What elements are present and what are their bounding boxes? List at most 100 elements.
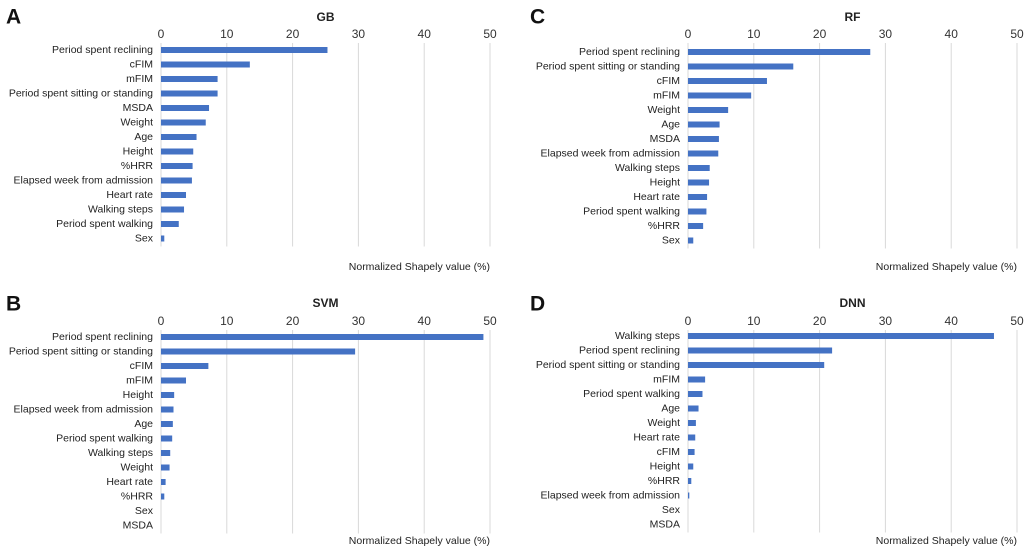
category-label: MSDA (650, 133, 680, 145)
category-label: cFIM (130, 360, 153, 372)
bar-height (161, 148, 194, 155)
category-label: Age (134, 131, 153, 143)
chart-panel-d: D DNN 0 10 20 30 40 50 Walking steps Period spent… (530, 293, 1024, 546)
category-label: Period spent reclining (52, 44, 153, 56)
panel-label: A (6, 6, 21, 29)
x-tick-label: 30 (352, 27, 366, 41)
x-tick-label: 40 (945, 27, 959, 41)
x-tick-label: 50 (1010, 314, 1024, 328)
bar-walking-steps (161, 450, 171, 456)
category-label: Age (134, 418, 153, 430)
x-tick-label: 20 (813, 314, 827, 328)
bar-period-spent-walking (161, 221, 179, 227)
category-label: mFIM (653, 373, 680, 385)
x-tick-label: 40 (418, 27, 432, 41)
category-label: %HRR (121, 490, 154, 502)
category-label: Age (661, 118, 680, 130)
x-tick-label: 30 (879, 314, 893, 328)
x-tick-label: 40 (418, 314, 432, 328)
bar-period-spent-sitting-or-standing (688, 362, 825, 368)
bar-sex (688, 237, 694, 244)
bar-period-spent-sitting-or-standing (161, 348, 356, 355)
bar-height (161, 392, 175, 398)
bar-walking-steps (161, 206, 185, 213)
category-label: Sex (135, 232, 154, 244)
chart-title: DNN (840, 296, 866, 310)
category-label: Height (123, 389, 153, 401)
category-label: Period spent sitting or standing (9, 345, 153, 357)
bar-mfim (161, 377, 187, 384)
category-label: Period spent sitting or standing (536, 359, 680, 371)
bar-hrr (161, 163, 193, 169)
category-label: Weight (121, 116, 154, 128)
category-label: Elapsed week from admission (14, 174, 154, 186)
x-tick-label: 20 (286, 27, 300, 41)
bar-age (161, 421, 173, 427)
bar-height (688, 179, 710, 186)
bar-cfim (688, 449, 695, 455)
category-label: Weight (648, 417, 681, 429)
x-tick-label: 40 (945, 314, 959, 328)
bar-hrr (688, 478, 692, 484)
category-label: Weight (121, 461, 154, 473)
x-tick-label: 10 (747, 314, 761, 328)
category-label: mFIM (126, 73, 153, 85)
bar-height (688, 463, 694, 470)
x-tick-label: 50 (483, 27, 497, 41)
chart-title: SVM (312, 296, 338, 310)
bar-sex (161, 235, 165, 242)
bar-msda (161, 105, 210, 111)
bar-period-spent-sitting-or-standing (161, 90, 218, 97)
category-label: Period spent walking (56, 218, 153, 230)
x-tick-label: 30 (352, 314, 366, 328)
bar-heart-rate (161, 479, 166, 485)
bar-period-spent-walking (161, 435, 173, 442)
category-label: %HRR (121, 160, 154, 172)
category-label: mFIM (653, 89, 680, 101)
category-label: Period spent walking (583, 205, 680, 217)
category-label: Heart rate (633, 191, 680, 203)
bar-msda (688, 136, 719, 142)
category-label: MSDA (123, 519, 153, 531)
bar-heart-rate (688, 194, 708, 200)
bar-age (161, 134, 197, 140)
bar-weight (688, 107, 729, 113)
bar-period-spent-reclining (688, 49, 871, 55)
bar-cfim (161, 61, 250, 68)
category-label: Elapsed week from admission (541, 489, 681, 501)
chart-panel-c: C RF 0 10 20 30 40 50 Period spent reclining Peri… (530, 6, 1024, 273)
chart-panel-a: A GB 0 10 20 30 40 50 Period spent reclining cFIM… (6, 6, 497, 273)
x-tick-label: 10 (747, 27, 761, 41)
panel-label: D (530, 293, 545, 316)
category-label: Height (650, 176, 680, 188)
bar-period-spent-reclining (688, 347, 833, 354)
category-label: %HRR (648, 475, 681, 487)
category-label: %HRR (648, 220, 681, 232)
category-label: Elapsed week from admission (541, 147, 681, 159)
category-label: Period spent sitting or standing (536, 60, 680, 72)
category-label: Period spent reclining (52, 331, 153, 343)
x-tick-label: 10 (220, 27, 234, 41)
category-label: MSDA (650, 518, 680, 530)
bar-walking-steps (688, 333, 994, 339)
bar-walking-steps (688, 165, 710, 171)
x-axis-label: Normalized Shapely value (%) (876, 261, 1017, 273)
chart-title: GB (317, 10, 335, 24)
x-tick-label: 50 (483, 314, 497, 328)
bar-elapsed-week-from-admission (161, 177, 192, 184)
bar-period-spent-walking (688, 391, 703, 397)
bar-mfim (688, 92, 752, 99)
bar-hrr (688, 223, 704, 229)
category-label: Walking steps (615, 162, 680, 174)
x-tick-label: 20 (813, 27, 827, 41)
bar-age (688, 405, 699, 412)
category-label: Height (650, 460, 680, 472)
bar-weight (688, 420, 696, 426)
x-axis-label: Normalized Shapely value (%) (349, 261, 490, 273)
bar-elapsed-week-from-admission (161, 406, 174, 413)
bar-heart-rate (161, 192, 187, 198)
bar-hrr (161, 493, 165, 500)
bar-weight (161, 119, 206, 126)
category-label: Heart rate (106, 476, 153, 488)
category-label: mFIM (126, 374, 153, 386)
